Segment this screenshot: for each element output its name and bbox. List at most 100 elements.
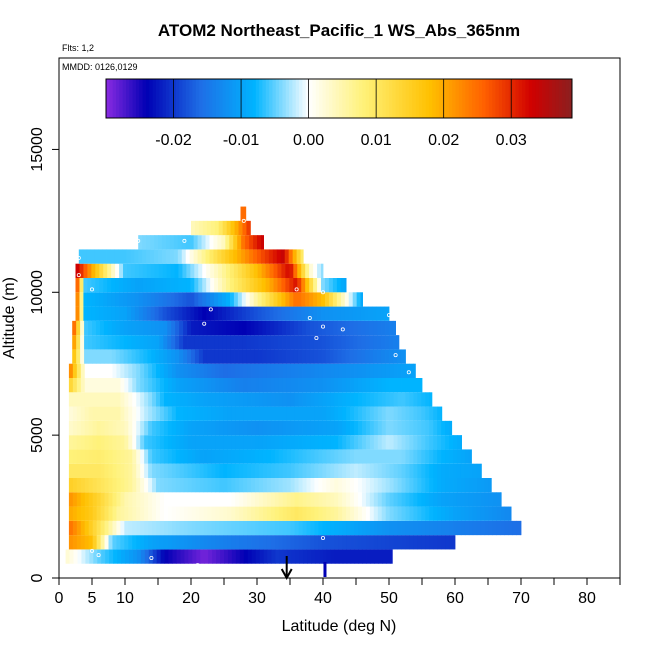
colorbar-segment bbox=[375, 79, 380, 118]
heatmap-cell bbox=[274, 363, 280, 378]
heatmap-cell bbox=[389, 392, 395, 407]
heatmap-row bbox=[72, 320, 396, 336]
colorbar-segment bbox=[525, 79, 530, 118]
heatmap-cell bbox=[231, 406, 236, 421]
heatmap-cell bbox=[84, 392, 90, 407]
heatmap-cell bbox=[270, 363, 276, 378]
heatmap-cell bbox=[202, 335, 208, 350]
heatmap-cell bbox=[350, 506, 355, 521]
heatmap-cell bbox=[488, 520, 494, 536]
heatmap-cell bbox=[95, 349, 101, 364]
heatmap-cell bbox=[330, 463, 335, 478]
heatmap-cell bbox=[425, 435, 430, 450]
heatmap-cell bbox=[233, 235, 238, 250]
heatmap-cell bbox=[164, 549, 169, 564]
heatmap-cell bbox=[328, 306, 334, 321]
heatmap-row bbox=[72, 349, 406, 364]
heatmap-cell bbox=[152, 449, 157, 464]
heatmap-cell bbox=[278, 335, 283, 350]
heatmap-cell bbox=[100, 520, 105, 536]
colorbar-segment bbox=[385, 79, 390, 118]
heatmap-cell bbox=[313, 349, 319, 364]
heatmap-cell bbox=[245, 235, 250, 250]
heatmap-cell bbox=[96, 535, 101, 550]
heatmap-cell bbox=[203, 520, 208, 536]
heatmap-cell bbox=[159, 349, 164, 364]
heatmap-cell bbox=[275, 549, 280, 564]
heatmap-cell bbox=[366, 549, 371, 564]
heatmap-cell bbox=[120, 406, 125, 421]
heatmap-cell bbox=[269, 292, 274, 307]
heatmap-cell bbox=[357, 478, 363, 493]
heatmap-cell bbox=[183, 349, 188, 364]
heatmap-cell bbox=[170, 292, 175, 307]
heatmap-cell bbox=[389, 335, 394, 350]
heatmap-cell bbox=[79, 263, 84, 278]
heatmap-cell bbox=[317, 320, 323, 336]
heatmap-cell bbox=[306, 392, 311, 407]
heatmap-cell bbox=[247, 549, 253, 564]
heatmap-cell bbox=[350, 463, 355, 478]
heatmap-cell bbox=[179, 320, 184, 336]
heatmap-cell bbox=[302, 363, 307, 378]
heatmap-cell bbox=[250, 320, 255, 336]
heatmap-cell bbox=[337, 349, 342, 364]
heatmap-cell bbox=[199, 392, 204, 407]
heatmap-cell bbox=[381, 363, 387, 378]
heatmap-cell bbox=[302, 478, 307, 493]
heatmap-cell bbox=[282, 435, 288, 450]
heatmap-cell bbox=[96, 478, 101, 493]
heatmap-cell bbox=[286, 349, 291, 364]
heatmap-cell bbox=[409, 520, 414, 536]
heatmap-cell bbox=[409, 420, 414, 436]
heatmap-cell bbox=[88, 420, 94, 436]
heatmap-cell bbox=[128, 435, 133, 450]
heatmap-cell bbox=[237, 249, 242, 264]
heatmap-cell bbox=[159, 420, 165, 436]
heatmap-cell bbox=[128, 449, 133, 464]
colorbar-segment bbox=[235, 79, 240, 118]
heatmap-cell bbox=[132, 420, 137, 436]
heatmap-cell bbox=[361, 506, 367, 521]
heatmap-cell bbox=[167, 363, 173, 378]
heatmap-cell bbox=[377, 478, 383, 493]
heatmap-cell bbox=[134, 263, 140, 278]
heatmap-cell bbox=[195, 463, 200, 478]
heatmap-cell bbox=[245, 306, 251, 321]
heatmap-cell bbox=[152, 378, 157, 393]
heatmap-cell bbox=[405, 420, 410, 436]
heatmap-cell bbox=[293, 349, 299, 364]
sample-point bbox=[406, 370, 411, 375]
heatmap-cell bbox=[429, 492, 434, 507]
heatmap-cell bbox=[159, 449, 165, 464]
heatmap-cell bbox=[376, 306, 381, 321]
heatmap-cell bbox=[76, 392, 82, 407]
heatmap-cell bbox=[209, 235, 214, 250]
heatmap-cell bbox=[322, 363, 327, 378]
heatmap-cell bbox=[76, 435, 82, 450]
heatmap-row bbox=[68, 463, 482, 478]
heatmap-cell bbox=[140, 478, 145, 493]
colorbar-segment bbox=[159, 79, 163, 118]
heatmap-cell bbox=[500, 520, 505, 536]
heatmap-cell bbox=[203, 420, 208, 436]
heatmap-cell bbox=[235, 463, 240, 478]
heatmap-cell bbox=[219, 520, 224, 536]
colorbar-segment bbox=[428, 79, 433, 118]
heatmap-cell bbox=[468, 463, 474, 478]
heatmap-cell bbox=[496, 506, 501, 521]
heatmap-cell bbox=[187, 535, 193, 550]
x-axis: 0 5 10 20 30 40 50 60 70 80 bbox=[55, 577, 621, 607]
heatmap-cell bbox=[253, 263, 259, 278]
heatmap-cell bbox=[142, 235, 147, 250]
heatmap-cell bbox=[262, 335, 267, 350]
heatmap-cell bbox=[299, 549, 304, 564]
heatmap-cell bbox=[472, 463, 478, 478]
colorbar-segment bbox=[405, 79, 410, 118]
heatmap-cell bbox=[249, 306, 255, 321]
heatmap-cell bbox=[302, 378, 307, 393]
heatmap-cell bbox=[274, 478, 280, 493]
heatmap-cell bbox=[508, 520, 513, 536]
heatmap-cell bbox=[306, 435, 311, 450]
heatmap-cell bbox=[116, 506, 121, 521]
